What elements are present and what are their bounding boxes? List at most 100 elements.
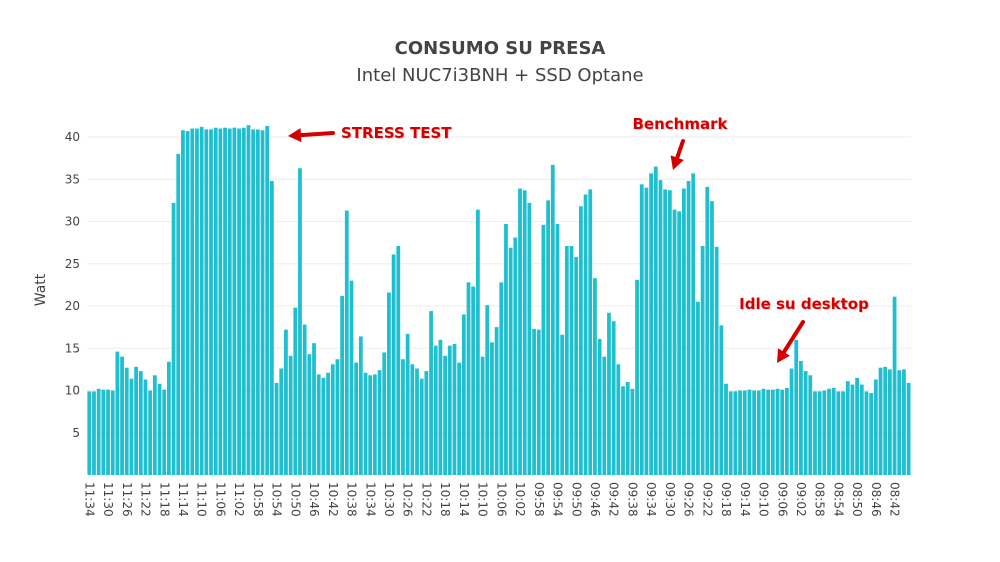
bar-10:05 xyxy=(504,224,508,475)
x-tick-label: 10:30 xyxy=(382,482,396,517)
bar-08:42 xyxy=(892,296,897,475)
x-tick-label: 09:06 xyxy=(775,482,789,517)
bar-11:00 xyxy=(246,125,251,476)
bar-08:52 xyxy=(845,381,850,475)
bar-10:38 xyxy=(349,280,354,475)
bar-10:06 xyxy=(499,282,504,475)
bar-09:39 xyxy=(625,382,630,475)
bar-10:48 xyxy=(302,324,307,475)
x-tick-label: 09:18 xyxy=(719,482,733,517)
bars xyxy=(87,125,911,476)
bar-10:47 xyxy=(307,354,312,475)
bar-08:55 xyxy=(831,387,836,475)
bar-09:13 xyxy=(747,389,752,475)
bar-10:35 xyxy=(363,372,368,475)
bar-11:08 xyxy=(209,129,213,475)
bar-10:42 xyxy=(330,364,335,475)
bar-10:44 xyxy=(321,377,326,475)
bar-10:15 xyxy=(457,362,462,475)
arrow-head-icon xyxy=(670,155,684,170)
x-tick-label: 10:06 xyxy=(494,482,508,517)
bar-09:58 xyxy=(536,329,541,475)
x-tick-label: 09:50 xyxy=(569,482,583,517)
bar-09:22 xyxy=(705,186,710,476)
x-tick-label: 09:54 xyxy=(551,482,565,517)
bar-08:41 xyxy=(897,370,902,475)
bar-11:05 xyxy=(223,127,227,475)
bar-08:59 xyxy=(813,391,817,475)
bar-09:59 xyxy=(532,328,536,475)
bar-10:09 xyxy=(485,305,490,475)
x-tick-label: 09:22 xyxy=(700,482,714,517)
bar-11:33 xyxy=(92,391,96,475)
bar-09:20 xyxy=(714,246,719,475)
bar-11:18 xyxy=(162,389,167,475)
bar-10:13 xyxy=(466,282,471,475)
bar-09:10 xyxy=(761,388,766,475)
bar-08:54 xyxy=(836,391,841,475)
bar-09:52 xyxy=(564,246,569,475)
bar-08:50 xyxy=(855,377,859,475)
y-tick-label: 30 xyxy=(65,215,80,229)
bar-09:50 xyxy=(574,256,579,475)
bar-09:28 xyxy=(677,211,682,476)
bar-11:19 xyxy=(157,383,162,475)
bar-10:23 xyxy=(419,378,424,475)
bar-09:36 xyxy=(639,184,644,475)
x-tick-label: 09:10 xyxy=(757,482,771,517)
bar-09:48 xyxy=(583,194,588,475)
bar-09:34 xyxy=(649,173,653,475)
bar-09:06 xyxy=(780,389,785,475)
bar-09:46 xyxy=(593,278,597,475)
annotation-text: Benchmark xyxy=(633,115,729,133)
bar-08:53 xyxy=(841,391,845,475)
bar-10:17 xyxy=(447,345,452,475)
bar-11:24 xyxy=(134,366,138,475)
y-axis-label: Watt xyxy=(33,273,49,306)
bar-09:16 xyxy=(733,391,738,475)
bar-08:45 xyxy=(878,367,883,475)
bar-09:23 xyxy=(700,246,705,475)
bar-10:43 xyxy=(326,372,330,475)
bar-09:35 xyxy=(644,187,649,475)
bar-10:39 xyxy=(344,210,349,475)
bar-11:06 xyxy=(218,128,223,476)
chart-subtitle: Intel NUC7i3BNH + SSD Optane xyxy=(356,65,643,86)
annotations: STRESS TEST Benchmark Idle su desktop xyxy=(288,115,869,363)
bar-09:54 xyxy=(555,224,560,475)
x-tick-label: 08:42 xyxy=(888,482,902,517)
bar-10:02 xyxy=(518,188,522,476)
bar-11:27 xyxy=(120,356,124,475)
bar-09:17 xyxy=(728,391,733,475)
x-tick-label: 10:46 xyxy=(307,482,321,517)
bar-11:21 xyxy=(148,390,153,475)
x-tick-label: 10:14 xyxy=(457,482,471,517)
bar-10:25 xyxy=(410,364,415,475)
bar-10:28 xyxy=(396,246,401,475)
y-tick-label: 35 xyxy=(65,172,80,186)
bar-08:49 xyxy=(859,384,864,475)
bar-11:28 xyxy=(115,351,120,475)
bar-10:29 xyxy=(391,254,396,475)
bar-10:49 xyxy=(298,168,302,475)
bar-11:25 xyxy=(129,378,134,475)
bar-09:47 xyxy=(588,189,593,475)
bar-08:47 xyxy=(869,393,874,475)
x-tick-label: 10:26 xyxy=(401,482,415,517)
chart-title: CONSUMO SU PRESA xyxy=(395,38,606,59)
bar-10:04 xyxy=(508,247,513,475)
bar-11:01 xyxy=(241,127,246,475)
x-tick-label: 10:02 xyxy=(513,482,527,517)
x-tick-label: 08:58 xyxy=(813,482,827,517)
bar-10:03 xyxy=(513,237,518,475)
bar-10:10 xyxy=(480,356,485,475)
bar-09:44 xyxy=(602,356,607,475)
bar-09:38 xyxy=(630,388,635,475)
bar-09:11 xyxy=(756,390,761,475)
bar-10:27 xyxy=(401,359,405,475)
x-tick-label: 09:38 xyxy=(625,482,639,517)
bar-10:36 xyxy=(358,336,363,475)
bar-11:10 xyxy=(199,126,204,476)
bar-11:15 xyxy=(176,153,181,475)
